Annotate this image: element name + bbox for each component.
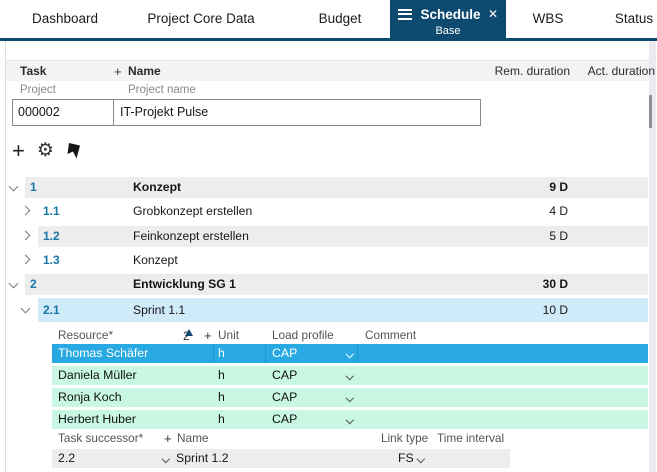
chevron-down-icon[interactable] (21, 304, 31, 314)
chevron-right-icon[interactable] (21, 206, 31, 216)
resource-unit: h (218, 390, 225, 404)
hamburger-icon[interactable] (398, 6, 412, 22)
chevron-down-icon[interactable] (346, 350, 354, 358)
sort-arrow-up-icon (185, 329, 193, 336)
task-name: Konzept (133, 253, 178, 267)
resource-name: Daniela Müller (58, 368, 137, 382)
column-link-type: Link type (381, 431, 428, 445)
tab-budget[interactable]: Budget (310, 0, 370, 38)
tab-schedule-label: Schedule (419, 7, 482, 22)
add-column-icon[interactable]: + (114, 64, 122, 79)
project-fields: 000002 IT-Projekt Pulse (12, 99, 481, 126)
resource-header-row: Resource* 2 + Unit Load profile Comment (52, 327, 648, 344)
task-number: 1 (30, 180, 37, 194)
project-name-label: Project name (128, 84, 196, 96)
chevron-down-icon[interactable] (346, 394, 354, 402)
window-left-border (5, 41, 6, 472)
tabbar-accent-line (0, 38, 657, 41)
task-toolbar: + ⚙ (12, 138, 83, 164)
column-task: Task (20, 64, 46, 78)
flag-icon[interactable] (66, 142, 83, 161)
chevron-right-icon[interactable] (21, 255, 31, 265)
link-type-value[interactable]: FS (398, 451, 414, 465)
task-name: Entwicklung SG 1 (133, 277, 236, 291)
successor-row[interactable]: 2.2 Sprint 1.2 FS (52, 449, 510, 468)
task-name: Grobkonzept erstellen (133, 204, 252, 218)
schedule-window: Dashboard Project Core Data Budget WBS S… (0, 0, 657, 472)
task-name: Konzept (133, 180, 181, 194)
add-task-button[interactable]: + (12, 140, 25, 162)
resource-row[interactable]: Daniela Müller h CAP (52, 366, 648, 385)
chevron-down-icon[interactable] (162, 455, 170, 463)
load-profile-value[interactable]: CAP (272, 390, 297, 404)
successor-id[interactable]: 2.2 (58, 451, 75, 465)
tab-dashboard[interactable]: Dashboard (30, 0, 100, 38)
task-rem-duration: 4 D (549, 204, 568, 218)
task-row[interactable]: 2 Entwicklung SG 1 30 D (25, 274, 648, 295)
task-name: Feinkonzept erstellen (133, 229, 249, 243)
successor-header-row: Task successor* + Name Link type Time in… (52, 431, 648, 447)
tab-project-core-data[interactable]: Project Core Data (140, 0, 262, 38)
task-row[interactable]: 1.2 Feinkonzept erstellen 5 D (38, 226, 648, 247)
column-load-profile: Load profile (272, 328, 334, 342)
resource-unit: h (218, 346, 225, 360)
chevron-right-icon[interactable] (21, 231, 31, 241)
gear-icon[interactable]: ⚙ (37, 140, 54, 162)
column-unit: Unit (218, 328, 239, 342)
task-column-header-row: Task + Name Rem. duration Act. duration (6, 60, 649, 81)
load-profile-value[interactable]: CAP (272, 346, 297, 360)
chevron-down-icon[interactable] (9, 279, 19, 289)
chevron-down-icon[interactable] (417, 455, 425, 463)
tab-schedule-sublabel: Base (390, 24, 506, 38)
column-act-duration: Act. duration (578, 64, 655, 78)
add-successor-icon[interactable]: + (164, 431, 172, 446)
load-profile-value[interactable]: CAP (272, 412, 297, 426)
resource-name: Thomas Schäfer (58, 346, 148, 360)
resource-unit: h (218, 368, 225, 382)
tab-status[interactable]: Status (606, 0, 657, 38)
column-time-interval: Time interval (437, 431, 504, 445)
column-rem-duration: Rem. duration (420, 64, 570, 78)
resource-row[interactable]: Ronja Koch h CAP (52, 388, 648, 407)
resource-name: Ronja Koch (58, 390, 122, 404)
task-rem-duration: 5 D (549, 229, 568, 243)
tab-bar: Dashboard Project Core Data Budget WBS S… (0, 0, 657, 41)
task-row[interactable]: 1.1 Grobkonzept erstellen 4 D (38, 201, 648, 222)
chevron-down-icon[interactable] (346, 372, 354, 380)
column-task-successor: Task successor* (58, 431, 143, 445)
column-resource: Resource* (58, 328, 113, 342)
task-rem-duration: 9 D (549, 180, 568, 194)
project-label: Project (20, 84, 56, 96)
successor-name: Sprint 1.2 (176, 451, 229, 465)
add-resource-icon[interactable]: + (204, 328, 212, 343)
resource-unit: h (218, 412, 225, 426)
task-number: 2.1 (43, 303, 60, 317)
resource-row-selected[interactable]: Thomas Schäfer h CAP (52, 344, 648, 363)
task-name: Sprint 1.1 (133, 303, 185, 317)
task-rem-duration: 30 D (543, 277, 568, 291)
scrollbar-thumb[interactable] (649, 95, 652, 128)
task-number: 1.1 (43, 204, 60, 218)
column-name: Name (128, 64, 161, 78)
resource-row[interactable]: Herbert Huber h CAP (52, 410, 648, 429)
column-comment: Comment (365, 328, 416, 342)
task-number: 1.2 (43, 229, 60, 243)
project-name-field[interactable]: IT-Projekt Pulse (114, 100, 480, 125)
resource-name: Herbert Huber (58, 412, 136, 426)
project-id-field[interactable]: 000002 (13, 100, 114, 125)
vertical-scrollbar[interactable] (649, 41, 656, 472)
task-row[interactable]: 1 Konzept 9 D (25, 177, 648, 198)
chevron-down-icon[interactable] (346, 416, 354, 424)
chevron-down-icon[interactable] (9, 182, 19, 192)
tab-wbs[interactable]: WBS (520, 0, 576, 38)
task-rem-duration: 10 D (543, 303, 568, 317)
task-number: 1.3 (43, 253, 60, 267)
column-name: Name (177, 431, 208, 445)
task-number: 2 (30, 277, 37, 291)
close-icon[interactable]: ✕ (488, 7, 498, 21)
tab-schedule[interactable]: Schedule ✕ Base (390, 0, 506, 41)
task-row-selected[interactable]: 2.1 Sprint 1.1 10 D (38, 298, 648, 322)
task-row[interactable]: 1.3 Konzept (38, 250, 648, 271)
load-profile-value[interactable]: CAP (272, 368, 297, 382)
